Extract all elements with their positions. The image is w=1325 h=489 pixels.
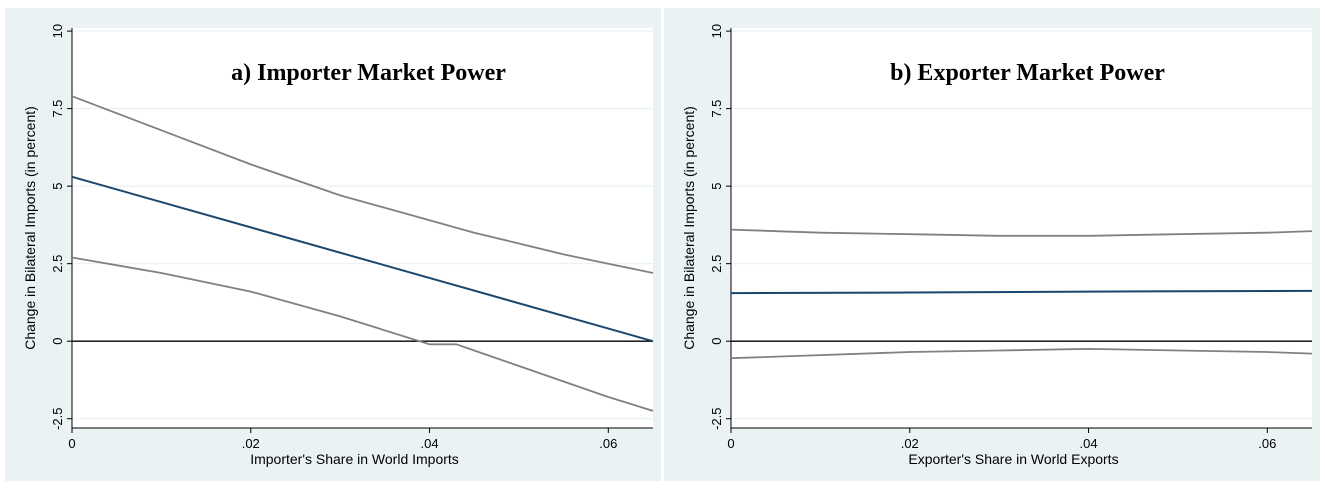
x-tick-label: .02 xyxy=(242,436,260,451)
y-tick-label: 2.5 xyxy=(50,255,65,273)
y-tick-label: 5 xyxy=(50,183,65,190)
panel-exporter-market-power: -2.5 0 2.5 5 7.5 10 0.02.04.06 b) Exporter Mark… xyxy=(664,8,1320,481)
x-tick-label: .02 xyxy=(901,436,919,451)
y-tick-label: 7.5 xyxy=(709,100,724,118)
x-tick-label: .04 xyxy=(1079,436,1097,451)
y-axis-title: Change in Bilateral Imports (in percent) xyxy=(22,106,38,350)
y-tick-label: 5 xyxy=(709,183,724,190)
plot-area xyxy=(72,28,653,428)
y-tick-label: 2.5 xyxy=(709,255,724,273)
series-line-estimate xyxy=(730,289,1313,295)
series-line-upper-ci xyxy=(71,95,654,274)
y-tick-label: -2.5 xyxy=(709,407,724,429)
series-line-lower-ci xyxy=(730,348,1313,360)
y-tick-label: 0 xyxy=(709,338,724,345)
x-tick-label: 0 xyxy=(68,436,75,451)
y-tick-label: 0 xyxy=(50,338,65,345)
plot-area xyxy=(731,28,1312,428)
x-axis-title: Exporter's Share in World Exports xyxy=(908,451,1118,467)
x-tick-label: 0 xyxy=(727,436,734,451)
series-line-lower-ci xyxy=(71,256,654,412)
chart-title: b) Exporter Market Power xyxy=(890,60,1165,86)
y-tick-label: -2.5 xyxy=(50,407,65,429)
series-line-upper-ci xyxy=(730,228,1313,237)
y-tick-label: 10 xyxy=(50,24,65,38)
chart-title: a) Importer Market Power xyxy=(231,60,506,86)
y-axis-title: Change in Bilateral Imports (in percent) xyxy=(681,106,697,350)
x-tick-label: .06 xyxy=(599,436,617,451)
x-tick-label: .04 xyxy=(420,436,438,451)
x-tick-label: .06 xyxy=(1258,436,1276,451)
y-tick-label: 10 xyxy=(709,24,724,38)
panel-importer-market-power: -2.5 0 2.5 5 7.5 10 0.02.04.06 a) Importer Mark… xyxy=(5,8,661,481)
x-axis-title: Importer's Share in World Imports xyxy=(250,451,459,467)
series-line-estimate xyxy=(71,175,654,343)
y-tick-label: 7.5 xyxy=(50,100,65,118)
